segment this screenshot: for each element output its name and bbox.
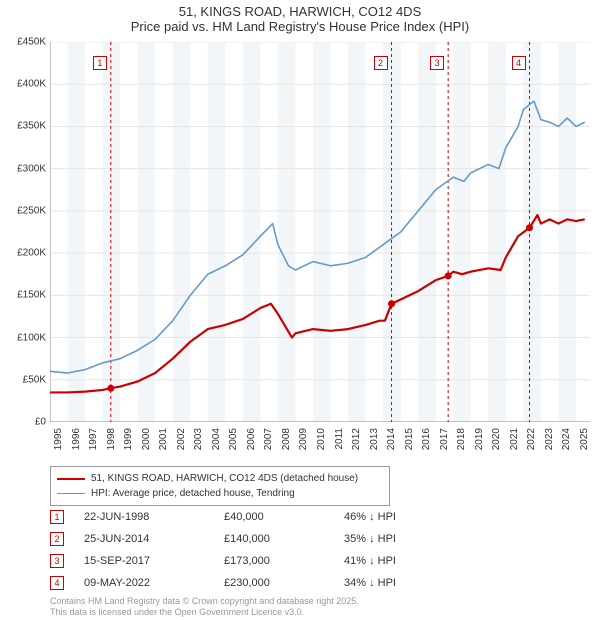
x-tick-label: 2012 [351,428,362,450]
x-tick-label: 2002 [176,428,187,450]
x-tick-label: 2016 [421,428,432,450]
marker-date: 15-SEP-2017 [84,555,224,567]
chart-plot-area [50,42,590,422]
x-tick-label: 2017 [439,428,450,450]
x-tick-label: 1999 [123,428,134,450]
footer-line-1: Contains HM Land Registry data © Crown c… [50,596,359,607]
y-tick-label: £50K [2,374,46,385]
marker-badge-1: 1 [50,510,64,524]
marker-badge-3: 3 [50,554,64,568]
x-tick-label: 2011 [334,428,345,450]
plot-marker-badge-2: 2 [374,56,388,70]
marker-delta: 34% ↓ HPI [344,577,464,589]
marker-price: £173,000 [224,555,344,567]
y-tick-label: £150K [2,290,46,301]
y-tick-label: £0 [2,417,46,428]
x-tick-label: 2018 [456,428,467,450]
y-tick-label: £450K [2,37,46,48]
legend-swatch-hpi [57,493,85,494]
x-tick-label: 2010 [316,428,327,450]
x-tick-label: 2006 [246,428,257,450]
marker-row: 3 15-SEP-2017 £173,000 41% ↓ HPI [50,550,510,572]
x-tick-label: 2020 [491,428,502,450]
chart-title-block: 51, KINGS ROAD, HARWICH, CO12 4DS Price … [0,0,600,34]
marker-table: 1 22-JUN-1998 £40,000 46% ↓ HPI 2 25-JUN… [50,506,510,594]
marker-delta: 46% ↓ HPI [344,511,464,523]
marker-date: 22-JUN-1998 [84,511,224,523]
marker-date: 25-JUN-2014 [84,533,224,545]
x-tick-label: 2024 [561,428,572,450]
y-tick-label: £100K [2,332,46,343]
x-tick-label: 2000 [141,428,152,450]
chart-title-2: Price paid vs. HM Land Registry's House … [0,19,600,34]
chart-title-1: 51, KINGS ROAD, HARWICH, CO12 4DS [0,4,600,19]
x-tick-label: 2003 [193,428,204,450]
legend: 51, KINGS ROAD, HARWICH, CO12 4DS (detac… [50,466,390,506]
y-tick-label: £250K [2,205,46,216]
marker-row: 2 25-JUN-2014 £140,000 35% ↓ HPI [50,528,510,550]
marker-date: 09-MAY-2022 [84,577,224,589]
x-tick-label: 1998 [106,428,117,450]
x-tick-label: 2005 [228,428,239,450]
x-tick-label: 2025 [579,428,590,450]
x-tick-label: 2004 [211,428,222,450]
footer-attribution: Contains HM Land Registry data © Crown c… [50,596,359,618]
plot-marker-badge-4: 4 [512,56,526,70]
marker-row: 1 22-JUN-1998 £40,000 46% ↓ HPI [50,506,510,528]
footer-line-2: This data is licensed under the Open Gov… [50,607,359,618]
y-tick-label: £350K [2,121,46,132]
marker-badge-4: 4 [50,576,64,590]
x-tick-label: 2021 [509,428,520,450]
x-tick-label: 2023 [544,428,555,450]
x-tick-label: 2007 [263,428,274,450]
x-tick-label: 2019 [474,428,485,450]
x-tick-label: 2015 [404,428,415,450]
x-tick-label: 2008 [281,428,292,450]
marker-price: £40,000 [224,511,344,523]
x-tick-label: 1995 [53,428,64,450]
marker-delta: 41% ↓ HPI [344,555,464,567]
x-tick-label: 2001 [158,428,169,450]
marker-price: £230,000 [224,577,344,589]
x-axis-labels: 1995 1996 1997 1998 1999 2000 2001 2002 2003 2004… [50,424,590,464]
marker-delta: 35% ↓ HPI [344,533,464,545]
legend-label-hpi: HPI: Average price, detached house, Tend… [91,488,295,499]
x-tick-label: 2013 [369,428,380,450]
y-tick-label: £400K [2,79,46,90]
y-tick-label: £200K [2,248,46,259]
plot-marker-badge-1: 1 [93,56,107,70]
x-tick-label: 1997 [88,428,99,450]
x-tick-label: 1996 [71,428,82,450]
marker-badge-2: 2 [50,532,64,546]
marker-row: 4 09-MAY-2022 £230,000 34% ↓ HPI [50,572,510,594]
x-tick-label: 2022 [526,428,537,450]
x-tick-label: 2009 [298,428,309,450]
marker-price: £140,000 [224,533,344,545]
legend-item-price-paid: 51, KINGS ROAD, HARWICH, CO12 4DS (detac… [57,471,383,486]
y-tick-label: £300K [2,163,46,174]
legend-swatch-price-paid [57,478,85,480]
legend-label-price-paid: 51, KINGS ROAD, HARWICH, CO12 4DS (detac… [91,473,358,484]
x-tick-label: 2014 [386,428,397,450]
plot-marker-badge-3: 3 [430,56,444,70]
legend-item-hpi: HPI: Average price, detached house, Tend… [57,486,383,501]
